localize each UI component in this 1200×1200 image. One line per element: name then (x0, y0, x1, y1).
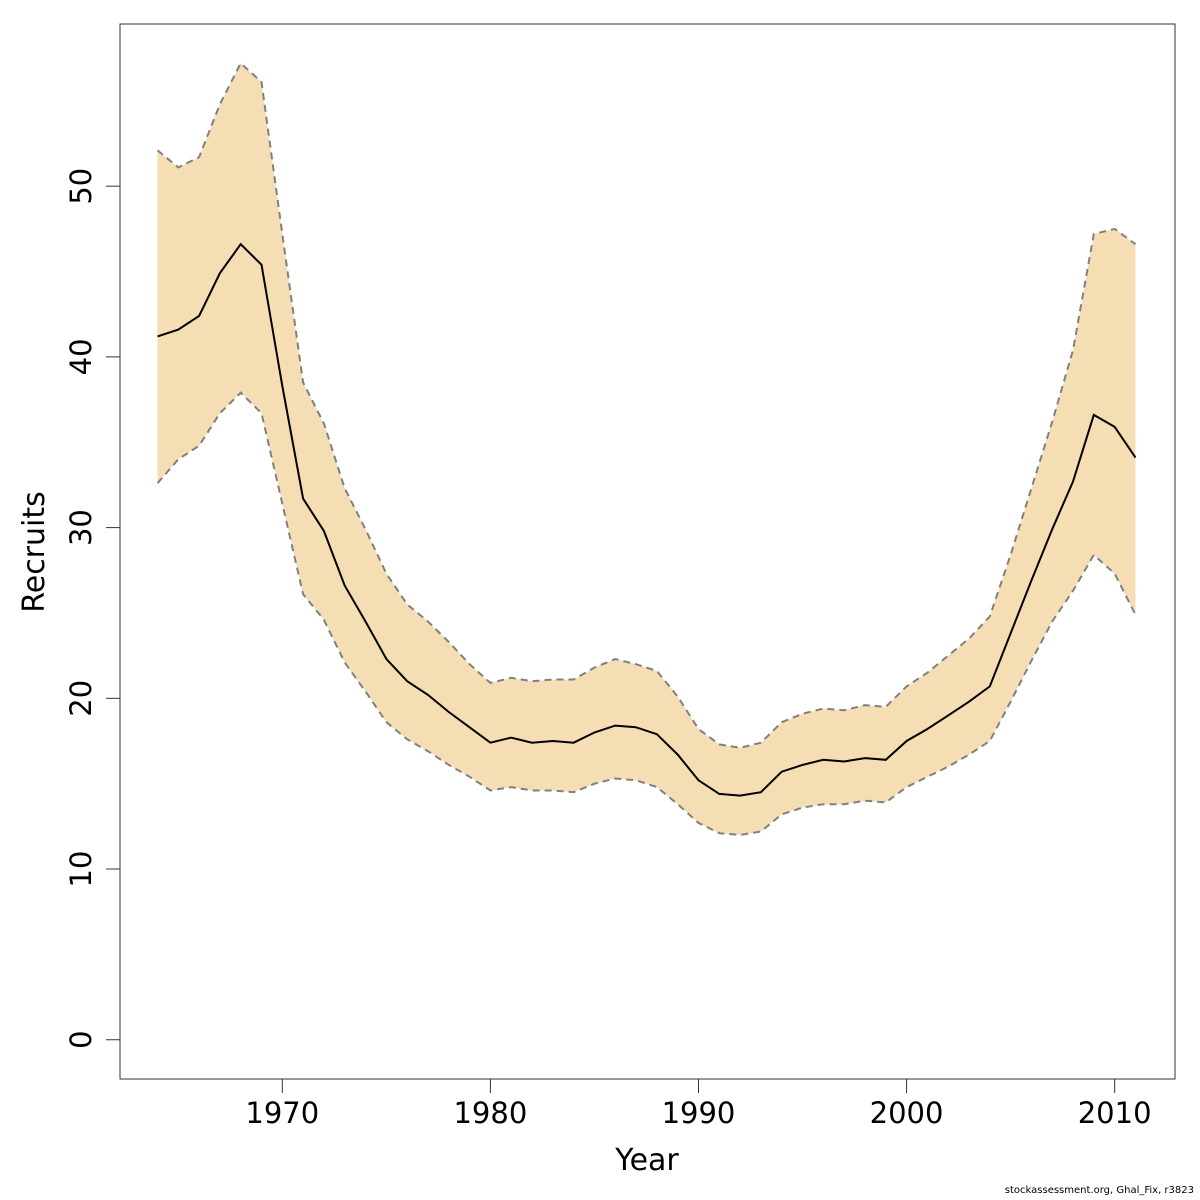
x-axis-title: Year (614, 1143, 679, 1178)
x-tick-label: 2010 (1078, 1096, 1152, 1130)
x-tick-label: 1970 (245, 1096, 319, 1130)
y-tick-label: 30 (64, 509, 98, 546)
x-tick-label: 1980 (453, 1096, 527, 1130)
confidence-band (157, 63, 1136, 835)
x-tick-label: 1990 (662, 1096, 736, 1130)
y-axis-title: Recruits (17, 491, 52, 613)
footnote: stockassessment.org, Ghal_Fix, r3823 (1004, 1185, 1194, 1196)
x-axis: 1970 1980 1990 2000 2010 (245, 1078, 1152, 1130)
x-tick-label: 2000 (870, 1096, 944, 1130)
y-tick-label: 10 (64, 851, 98, 888)
lower-bound-line (156, 391, 1137, 836)
y-tick-label: 40 (64, 338, 98, 375)
estimate-line (157, 242, 1137, 797)
y-axis: 0 10 20 30 40 50 (64, 168, 121, 1049)
upper-bound-line (156, 61, 1137, 749)
y-tick-label: 20 (64, 680, 98, 717)
y-tick-label: 0 (64, 1030, 98, 1048)
y-tick-label: 50 (64, 168, 98, 205)
